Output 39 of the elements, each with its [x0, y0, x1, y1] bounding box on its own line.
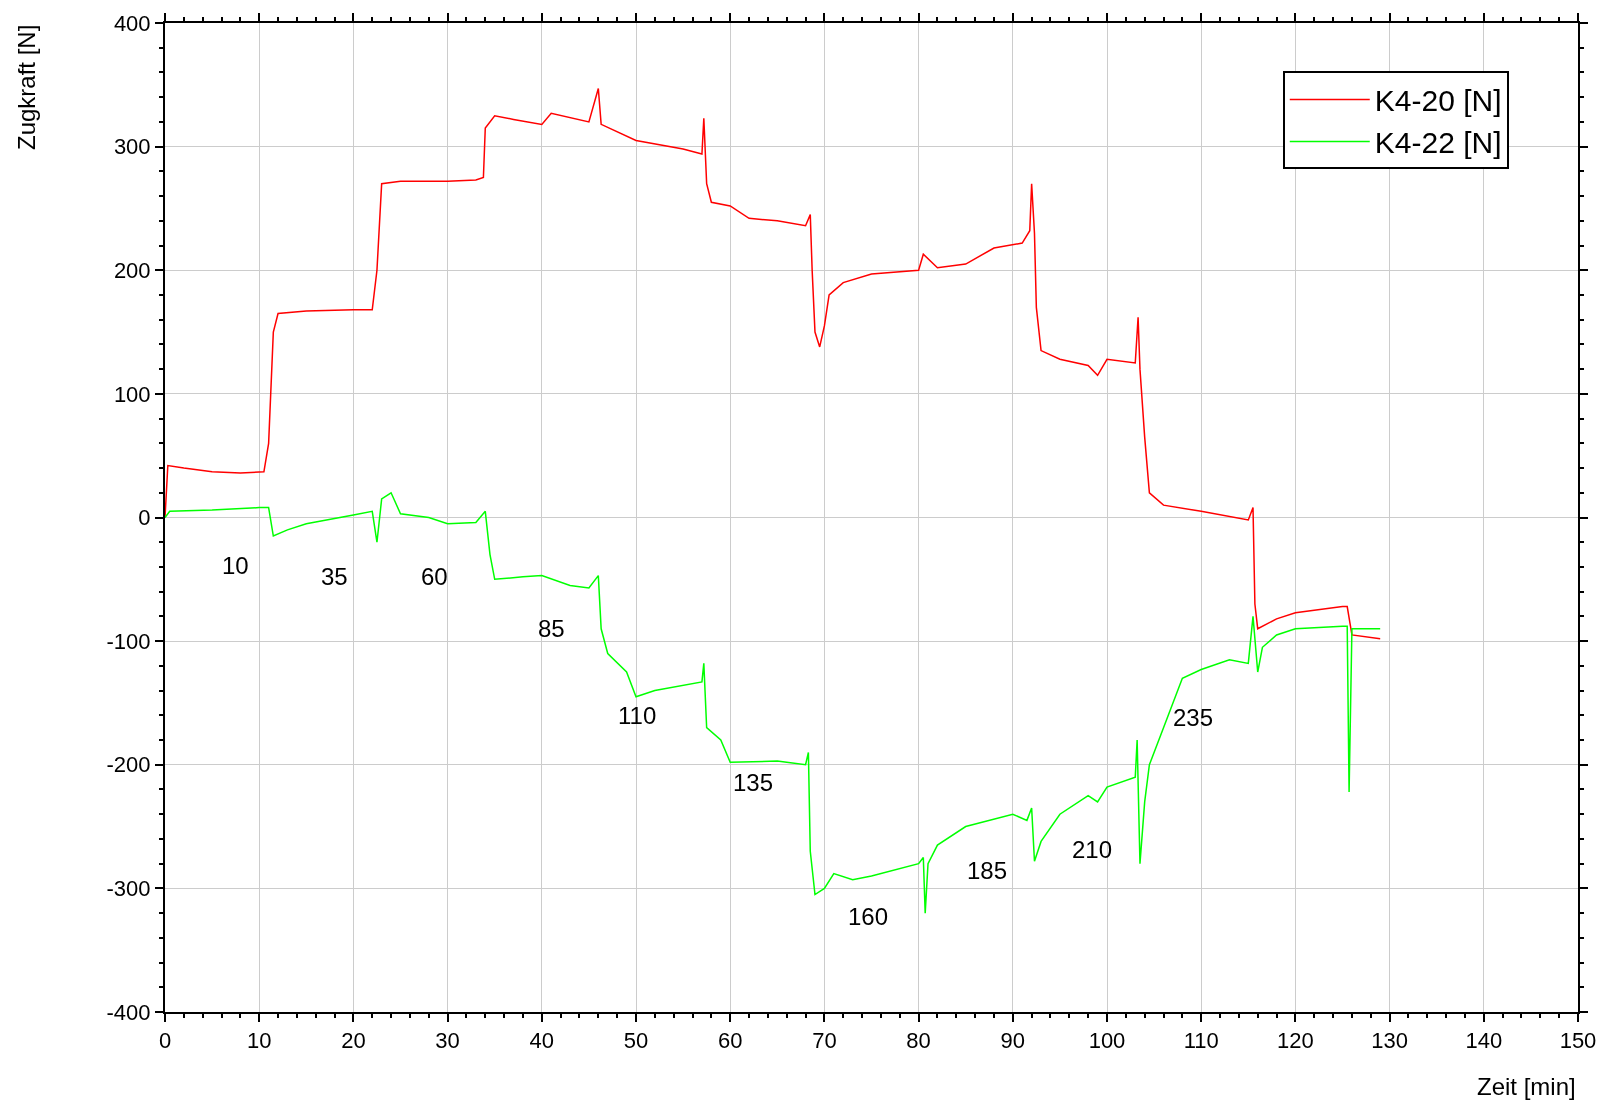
y-tick-label: 300: [113, 134, 151, 160]
annotation: 10: [222, 552, 249, 579]
x-tick-label: 10: [246, 1028, 272, 1054]
x-tick-label: 150: [1559, 1028, 1597, 1054]
y-tick-label: -200: [106, 752, 151, 778]
x-tick-label: 30: [435, 1028, 460, 1054]
x-tick-label: 60: [717, 1028, 743, 1054]
annotation: 110: [618, 702, 657, 729]
x-tick-label: 110: [1183, 1028, 1219, 1054]
y-tick-label: 0: [138, 505, 151, 531]
y-tick-label: 400: [113, 10, 151, 36]
annotation: 210: [1072, 836, 1113, 863]
x-tick-label: 20: [341, 1028, 366, 1054]
x-tick-label: 100: [1088, 1028, 1126, 1054]
x-tick-label: 70: [812, 1028, 837, 1054]
annotation: 60: [421, 563, 448, 590]
y-tick-label: -100: [106, 628, 151, 654]
y-tick-label: -300: [106, 876, 151, 902]
legend-label: K4-20 [N]: [1374, 84, 1502, 118]
annotation: 135: [733, 769, 774, 796]
annotation: 235: [1173, 704, 1214, 731]
x-tick-label: 0: [158, 1028, 172, 1054]
annotation: 185: [967, 857, 1008, 884]
x-axis-title: Zeit [min]: [1477, 1073, 1576, 1100]
y-tick-label: 100: [113, 381, 151, 407]
x-tick-label: 140: [1465, 1028, 1503, 1054]
x-tick-label: 40: [529, 1028, 555, 1054]
annotation: 160: [848, 903, 889, 930]
x-tick-label: 90: [1000, 1028, 1026, 1054]
annotation: 35: [321, 563, 348, 590]
x-tick-label: 130: [1371, 1028, 1408, 1054]
x-tick-label: 120: [1277, 1028, 1314, 1054]
x-tick-label: 80: [906, 1028, 931, 1054]
y-axis-title: Zugkraft [N]: [13, 24, 41, 151]
x-tick-label: 50: [623, 1028, 649, 1054]
legend-label: K4-22 [N]: [1374, 126, 1502, 160]
y-tick-label: -400: [106, 999, 151, 1025]
y-tick-label: 200: [113, 257, 151, 283]
annotation: 85: [538, 615, 565, 642]
